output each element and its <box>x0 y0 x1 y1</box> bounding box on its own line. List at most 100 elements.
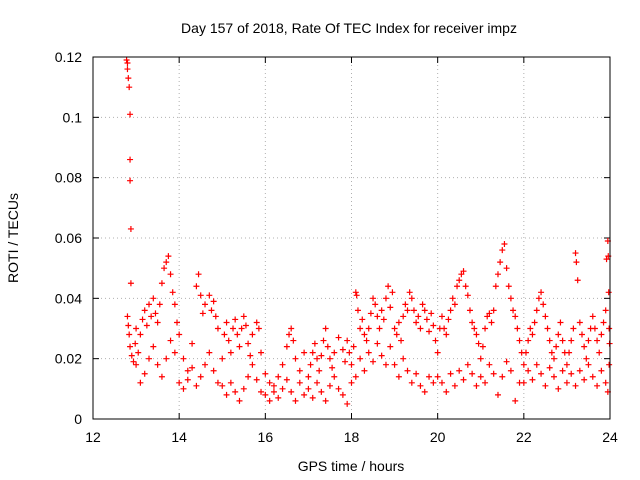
data-point <box>516 337 523 344</box>
data-point <box>344 400 351 407</box>
data-point <box>486 361 493 368</box>
data-point <box>320 337 327 344</box>
grid <box>93 57 610 419</box>
data-point <box>382 361 389 368</box>
data-point <box>563 379 570 386</box>
data-point <box>477 355 484 362</box>
data-point <box>378 307 385 314</box>
data-point <box>391 325 398 332</box>
data-point <box>370 295 377 302</box>
data-point <box>447 370 454 377</box>
x-tick-label: 14 <box>171 429 187 445</box>
data-point <box>350 343 357 350</box>
data-point <box>529 376 536 383</box>
data-point <box>238 325 245 332</box>
data-point <box>464 292 471 299</box>
data-point <box>206 349 213 356</box>
data-point <box>507 295 514 302</box>
data-point <box>127 177 134 184</box>
data-point <box>163 259 170 266</box>
y-tick-label: 0.06 <box>55 230 82 246</box>
data-point <box>512 313 519 320</box>
data-point <box>423 316 430 323</box>
data-point <box>339 391 346 398</box>
data-point <box>522 349 529 356</box>
data-point <box>240 313 247 320</box>
data-point <box>471 325 478 332</box>
data-point <box>127 280 134 287</box>
data-point <box>214 379 221 386</box>
data-point <box>210 298 217 305</box>
data-point <box>598 367 605 374</box>
data-point <box>357 355 364 362</box>
data-point <box>387 343 394 350</box>
data-point <box>158 280 165 287</box>
data-point <box>594 382 601 389</box>
data-point <box>180 385 187 392</box>
data-point <box>189 340 196 347</box>
data-point <box>202 361 209 368</box>
data-point <box>525 367 532 374</box>
data-points <box>123 57 613 407</box>
data-point <box>326 382 333 389</box>
data-point <box>359 316 366 323</box>
data-point <box>583 355 590 362</box>
data-point <box>421 388 428 395</box>
data-point <box>329 364 336 371</box>
data-point <box>316 367 323 374</box>
data-point <box>520 361 527 368</box>
data-point <box>290 337 297 344</box>
data-point <box>494 391 501 398</box>
data-point <box>557 319 564 326</box>
plot-frame <box>92 56 611 420</box>
data-point <box>125 75 132 82</box>
data-point <box>605 289 612 296</box>
data-point <box>542 382 549 389</box>
data-point <box>176 379 183 386</box>
data-point <box>346 349 353 356</box>
data-point <box>225 337 232 344</box>
data-point <box>367 310 374 317</box>
data-point <box>283 376 290 383</box>
data-point <box>370 358 377 365</box>
data-point <box>275 394 282 401</box>
data-point <box>361 331 368 338</box>
data-point <box>255 325 262 332</box>
data-point <box>354 307 361 314</box>
data-point <box>389 289 396 296</box>
y-tick-label: 0.08 <box>55 170 82 186</box>
data-point <box>365 325 372 332</box>
data-point <box>469 370 476 377</box>
data-point <box>301 391 308 398</box>
data-point <box>445 316 452 323</box>
data-point <box>236 343 243 350</box>
y-tick-label: 0.12 <box>55 49 82 65</box>
data-point <box>128 352 135 359</box>
data-point <box>150 343 157 350</box>
data-point <box>533 361 540 368</box>
data-point <box>309 349 316 356</box>
data-point <box>169 289 176 296</box>
data-point <box>152 310 159 317</box>
data-point <box>404 367 411 374</box>
data-point <box>400 355 407 362</box>
data-point <box>309 394 316 401</box>
data-point <box>497 259 504 266</box>
data-point <box>378 352 385 359</box>
y-tick-labels: 0 0.02 0.04 0.06 0.08 0.1 0.12 <box>55 49 82 427</box>
data-point <box>533 307 540 314</box>
data-point <box>137 331 144 338</box>
data-point <box>550 373 557 380</box>
data-point <box>156 301 163 308</box>
data-point <box>227 379 234 386</box>
data-point <box>380 316 387 323</box>
data-point <box>189 364 196 371</box>
data-point <box>123 57 130 64</box>
data-point <box>447 307 454 314</box>
data-point <box>154 319 161 326</box>
data-point <box>421 307 428 314</box>
data-point <box>426 373 433 380</box>
chart-title: Day 157 of 2018, Rate Of TEC Index for r… <box>181 20 517 36</box>
data-point <box>363 337 370 344</box>
